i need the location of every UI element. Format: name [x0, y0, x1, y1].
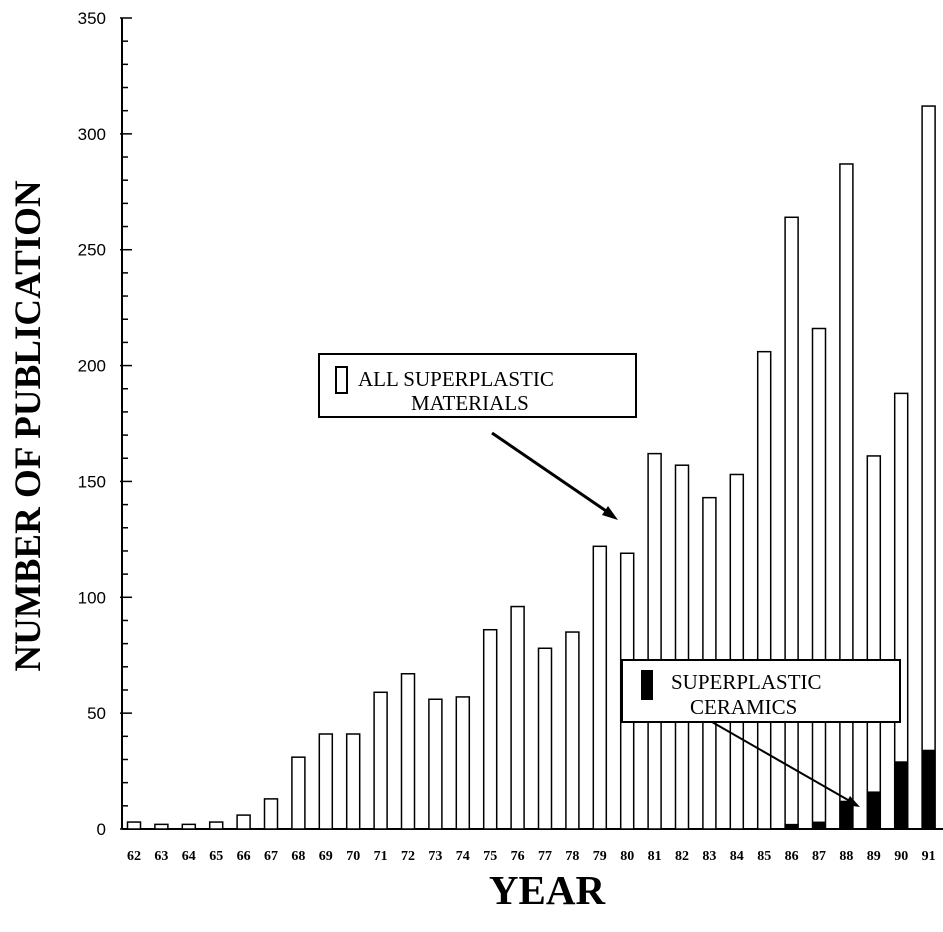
legend-swatch-black — [641, 670, 653, 700]
legend-label-all-line1: ALL SUPERPLASTIC — [358, 367, 554, 391]
legend-arrow-ceramics — [711, 721, 856, 805]
y-tick-label: 300 — [78, 125, 106, 144]
x-tick-label-81: 81 — [648, 849, 662, 864]
bar-all-67 — [263, 798, 279, 830]
x-tick-label-66: 66 — [237, 849, 251, 864]
x-tick-label-76: 76 — [511, 849, 525, 864]
bar-all-62 — [126, 821, 142, 830]
bar-all-82 — [674, 464, 690, 830]
x-tick-label-87: 87 — [812, 849, 826, 864]
bar-all-69 — [318, 733, 334, 830]
bar-ceramics-89 — [866, 791, 881, 830]
y-tick-label: 100 — [78, 588, 106, 607]
x-tick-label-91: 91 — [922, 849, 936, 864]
bar-all-70 — [345, 733, 361, 830]
bar-ceramics-90 — [894, 761, 909, 830]
x-tick-label-69: 69 — [319, 849, 333, 864]
legend-arrowhead-ceramics — [845, 796, 860, 807]
legend-label-ceramics-line2: CERAMICS — [690, 695, 797, 719]
x-tick-label-85: 85 — [757, 849, 771, 864]
bar-all-63 — [154, 823, 169, 830]
bar-all-86 — [784, 216, 799, 830]
x-tick-label-89: 89 — [867, 849, 881, 864]
x-tick-label-84: 84 — [730, 849, 744, 864]
legend-label-all-line2: MATERIALS — [411, 391, 529, 415]
y-tick-label: 50 — [87, 704, 106, 723]
bar-all-81 — [647, 452, 662, 830]
bar-all-71 — [373, 691, 388, 830]
bar-all-64 — [181, 823, 197, 830]
x-tick-label-90: 90 — [894, 849, 908, 864]
legend-label-ceramics-line1: SUPERPLASTIC — [671, 670, 822, 694]
x-tick-label-64: 64 — [182, 849, 196, 864]
y-tick-label: 200 — [78, 357, 106, 376]
x-tick-label-86: 86 — [785, 849, 799, 864]
legend-swatch-white — [335, 366, 348, 394]
legend-all-materials: ALL SUPERPLASTIC MATERIALS — [318, 353, 637, 418]
bar-ceramics-87 — [812, 821, 826, 830]
bar-all-73 — [428, 698, 443, 830]
x-tick-label-63: 63 — [154, 849, 168, 864]
legend-box-all-materials — [318, 353, 637, 418]
category-labels: 62 63 64 65 66 67 68 69 70 71 72 73 74 75 76 77 78 79 80 81… — [127, 849, 936, 864]
y-tick-label: 150 — [78, 472, 106, 491]
y-tick-label: 0 — [97, 820, 106, 839]
x-tick-label-75: 75 — [483, 849, 497, 864]
bar-all-88 — [839, 163, 854, 830]
x-tick-label-70: 70 — [346, 849, 360, 864]
y-axis-title: NUMBER OF PUBLICATION — [8, 180, 49, 672]
x-tick-label-73: 73 — [428, 849, 442, 864]
bar-all-68 — [291, 756, 306, 830]
x-tick-label-79: 79 — [593, 849, 607, 864]
bar-all-77 — [537, 647, 553, 830]
x-tick-label-78: 78 — [565, 849, 579, 864]
bar-all-76 — [510, 605, 525, 830]
bars — [126, 105, 936, 830]
y-tick-label: 350 — [78, 9, 106, 28]
legend-box-ceramics — [621, 659, 901, 723]
bar-ceramics-86 — [784, 823, 799, 830]
bar-all-74 — [455, 696, 471, 830]
axes: 0 50 100 150 200 250 300 350 — [78, 9, 943, 839]
x-tick-label-71: 71 — [374, 849, 388, 864]
legend-arrow-all-materials — [491, 431, 613, 517]
bar-all-85 — [756, 350, 772, 830]
bar-all-66 — [236, 814, 251, 830]
legend-ceramics: SUPERPLASTIC CERAMICS — [621, 659, 901, 723]
bar-all-78 — [565, 631, 580, 830]
bar-all-87 — [811, 327, 827, 830]
x-tick-label-77: 77 — [538, 849, 552, 864]
x-tick-label-88: 88 — [839, 849, 853, 864]
y-tick-label: 250 — [78, 241, 106, 260]
x-tick-label-68: 68 — [291, 849, 305, 864]
bar-all-84 — [729, 473, 745, 830]
bar-ceramics-88 — [839, 800, 854, 830]
x-tick-label-67: 67 — [264, 849, 278, 864]
x-tick-label-74: 74 — [456, 849, 470, 864]
legend-arrowhead-all-materials — [602, 506, 618, 520]
x-tick-label-62: 62 — [127, 849, 141, 864]
bar-all-65 — [208, 821, 224, 830]
bar-all-79 — [592, 545, 608, 830]
bar-ceramics-91 — [921, 749, 936, 830]
x-tick-label-83: 83 — [702, 849, 716, 864]
x-tick-label-80: 80 — [620, 849, 634, 864]
x-tick-label-82: 82 — [675, 849, 689, 864]
bar-all-72 — [400, 673, 416, 830]
bar-all-75 — [482, 628, 498, 830]
bar-all-89 — [866, 455, 882, 830]
x-tick-label-65: 65 — [209, 849, 223, 864]
x-axis-title: YEAR — [489, 867, 606, 913]
x-tick-label-72: 72 — [401, 849, 415, 864]
bar-all-91 — [921, 105, 936, 830]
